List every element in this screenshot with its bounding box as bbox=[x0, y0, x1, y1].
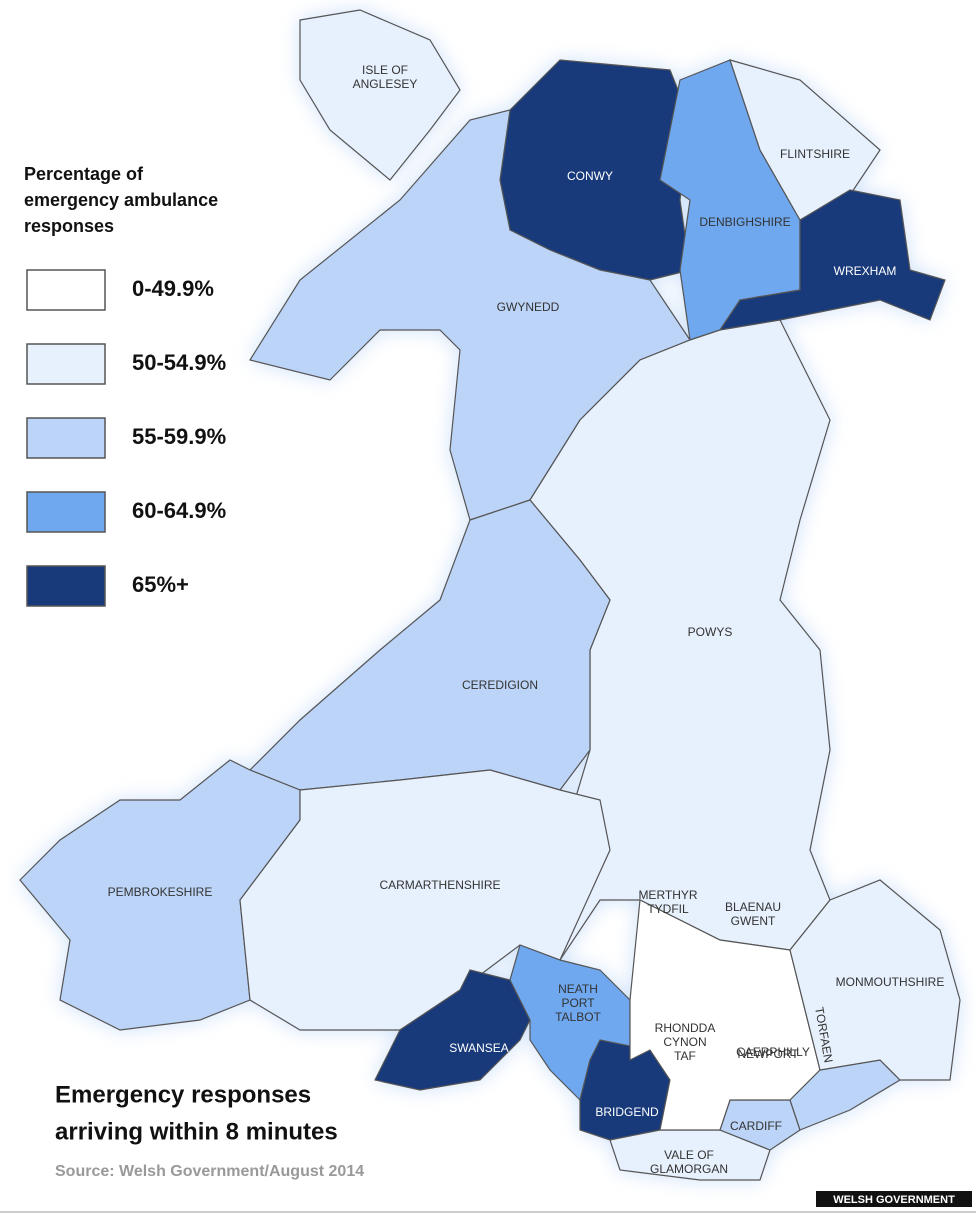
legend-title: Percentage of bbox=[24, 164, 144, 184]
region-label: TYDFIL bbox=[647, 902, 689, 916]
region-label: POWYS bbox=[688, 625, 733, 639]
credit-box bbox=[816, 1191, 972, 1207]
region bbox=[374, 969, 531, 1091]
region-label: CAERPHILLY bbox=[736, 1045, 810, 1059]
region-label: CARMARTHENSHIRE bbox=[379, 878, 500, 892]
legend-swatch bbox=[26, 417, 106, 459]
region-label: RHONDDA bbox=[655, 1021, 716, 1035]
region-label: GWYNEDD bbox=[497, 300, 560, 314]
region-label: CARDIFF bbox=[730, 1119, 782, 1133]
region-label: WREXHAM bbox=[834, 264, 897, 278]
region-label: BRIDGEND bbox=[595, 1105, 659, 1119]
region-label: NEATH bbox=[558, 982, 598, 996]
legend-label: 55-59.9% bbox=[132, 424, 226, 449]
map-title: Emergency responses bbox=[55, 1081, 311, 1108]
region bbox=[718, 189, 946, 331]
legend-label: 0-49.9% bbox=[132, 276, 214, 301]
region-label: MERTHYR bbox=[638, 888, 697, 902]
region-label: CONWY bbox=[567, 169, 613, 183]
region-label: ANGLESEY bbox=[353, 77, 418, 91]
region-label: TALBOT bbox=[555, 1010, 601, 1024]
region-label: FLINTSHIRE bbox=[780, 147, 850, 161]
legend-swatch bbox=[26, 565, 106, 607]
legend-swatch bbox=[26, 491, 106, 533]
legend-swatch bbox=[26, 269, 106, 311]
region-label: ISLE OF bbox=[362, 63, 408, 77]
region-label: PORT bbox=[561, 996, 595, 1010]
region-label: TAF bbox=[674, 1049, 696, 1063]
region-label: BLAENAU bbox=[725, 900, 781, 914]
region-label: MONMOUTHSHIRE bbox=[836, 975, 945, 989]
legend-swatch bbox=[26, 343, 106, 385]
legend-label: 65%+ bbox=[132, 572, 189, 597]
region bbox=[299, 9, 461, 181]
region bbox=[629, 899, 821, 1131]
map-title: arriving within 8 minutes bbox=[55, 1118, 338, 1145]
legend-title: responses bbox=[24, 216, 114, 236]
region bbox=[789, 879, 961, 1081]
legend: Percentage of emergency ambulance response… bbox=[24, 164, 226, 607]
region-label: SWANSEA bbox=[449, 1041, 509, 1055]
region-label: GLAMORGAN bbox=[650, 1162, 728, 1176]
region-label: VALE OF bbox=[664, 1148, 714, 1162]
region-label: CEREDIGION bbox=[462, 678, 538, 692]
region-label: GWENT bbox=[731, 914, 776, 928]
region-label: CYNON bbox=[663, 1035, 706, 1049]
region-label: PEMBROKESHIRE bbox=[108, 885, 213, 899]
region-label: NEWPORT bbox=[737, 1047, 799, 1061]
region bbox=[248, 499, 611, 791]
region-label: DENBIGHSHIRE bbox=[699, 215, 790, 229]
legend-title: emergency ambulance bbox=[24, 190, 218, 210]
regions bbox=[19, 9, 961, 1181]
legend-label: 60-64.9% bbox=[132, 498, 226, 523]
legend-label: 50-54.9% bbox=[132, 350, 226, 375]
credit: WELSH GOVERNMENT bbox=[833, 1194, 955, 1206]
source: Source: Welsh Government/August 2014 bbox=[55, 1163, 364, 1180]
